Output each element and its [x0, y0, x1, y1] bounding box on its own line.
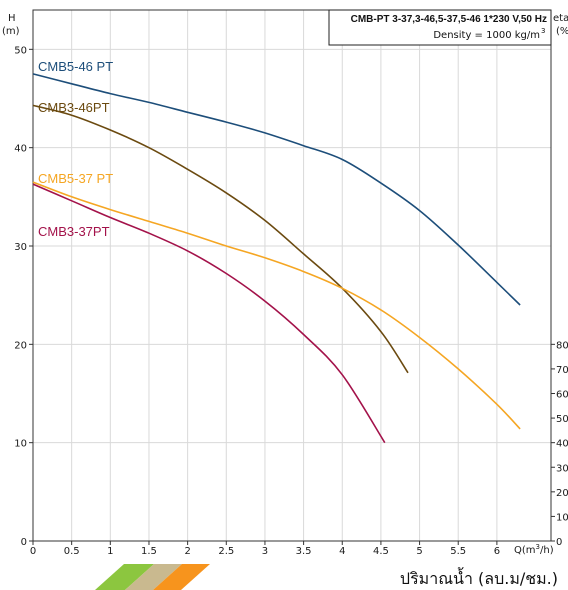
series-curve-cmb3-46 — [32, 104, 409, 374]
title-box-frame — [328, 9, 552, 46]
axes: 0 0.5 1 1.5 2 2.5 3 3.5 4 4.5 5 5.5 6 0 10 20 30 40 50 — [14, 9, 552, 557]
eta-tick-label: 40 — [556, 439, 568, 450]
series-curve-cmb5-37 — [32, 181, 521, 430]
x-tick-label: 0.5 — [64, 546, 80, 557]
y-tick-label: 20 — [14, 340, 27, 351]
x-tick-label: 4.5 — [373, 546, 389, 557]
y-tick-label: 40 — [14, 144, 27, 155]
series-labels: CMB5-46 PT CMB3-46PT CMB5-37 PT CMB3-37PT — [38, 59, 113, 239]
y-tick-label: 50 — [14, 45, 27, 56]
series-curve-cmb5-46 — [32, 73, 521, 306]
x-tick-label: 0 — [30, 546, 36, 557]
brand-logo — [95, 564, 210, 590]
eta-tick-label: 80 — [556, 340, 568, 351]
series-label-cmb3-46: CMB3-46PT — [38, 100, 110, 115]
eta-tick-label: 0 — [556, 537, 562, 548]
x-tick-label: 2 — [184, 546, 190, 557]
x-axis-label-main: Q(m3/h) — [514, 543, 554, 556]
x-tick-label: 3 — [262, 546, 268, 557]
x-unit-thai: ปริมาณน้ำ (ลบ.ม/ชม.) — [400, 567, 558, 588]
x-tick-label: 5 — [416, 546, 422, 557]
chart-subtitle-sup: 3 — [541, 27, 545, 35]
x-tick-label: 5.5 — [450, 546, 466, 557]
chart-subtitle: Density = 1000 kg/m — [433, 30, 540, 41]
series-curves — [32, 73, 521, 444]
series-label-cmb5-37: CMB5-37 PT — [38, 171, 113, 186]
grid-lines — [33, 10, 551, 541]
chart-title: CMB-PT 3-37,3-46,5-37,5-46 1*230 V,50 Hz — [351, 14, 547, 25]
eta-axis-label: eta — [553, 13, 568, 24]
eta-tick-label: 20 — [556, 488, 568, 499]
eta-tick-label: 50 — [556, 414, 568, 425]
y-axis-label: H — [8, 13, 16, 24]
eta-tick-label: 70 — [556, 365, 568, 376]
eta-tick-label: 10 — [556, 512, 568, 523]
logo-stripe-orange — [153, 564, 210, 590]
eta-tick-label: 60 — [556, 390, 568, 401]
logo-stripe-beige — [125, 564, 182, 590]
eta-axis-unit: (% — [556, 26, 568, 37]
series-label-cmb3-37: CMB3-37PT — [38, 224, 110, 239]
x-tick-label: 1.5 — [141, 546, 157, 557]
x-tick-label: 4 — [339, 546, 345, 557]
x-tick-label: 2.5 — [218, 546, 234, 557]
x-axis-label: Q(m3/h) — [514, 543, 554, 556]
y-tick-label: 0 — [21, 537, 27, 548]
y-tick-label: 30 — [14, 242, 27, 253]
x-tick-label: 6 — [494, 546, 500, 557]
series-curve-cmb3-37 — [32, 183, 386, 444]
series-label-cmb5-46: CMB5-46 PT — [38, 59, 113, 74]
y-tick-label: 10 — [14, 439, 27, 450]
eta-tick-label: 30 — [556, 463, 568, 474]
plot-frame — [32, 9, 552, 542]
x-tick-label: 1 — [107, 546, 113, 557]
logo-stripe-green — [95, 564, 154, 590]
y-axis-unit: (m) — [2, 26, 20, 37]
x-tick-label: 3.5 — [296, 546, 312, 557]
eta-axis-ticks: 0 10 20 30 40 50 60 70 80 — [551, 340, 568, 548]
title-box: CMB-PT 3-37,3-46,5-37,5-46 1*230 V,50 Hz… — [328, 9, 552, 46]
